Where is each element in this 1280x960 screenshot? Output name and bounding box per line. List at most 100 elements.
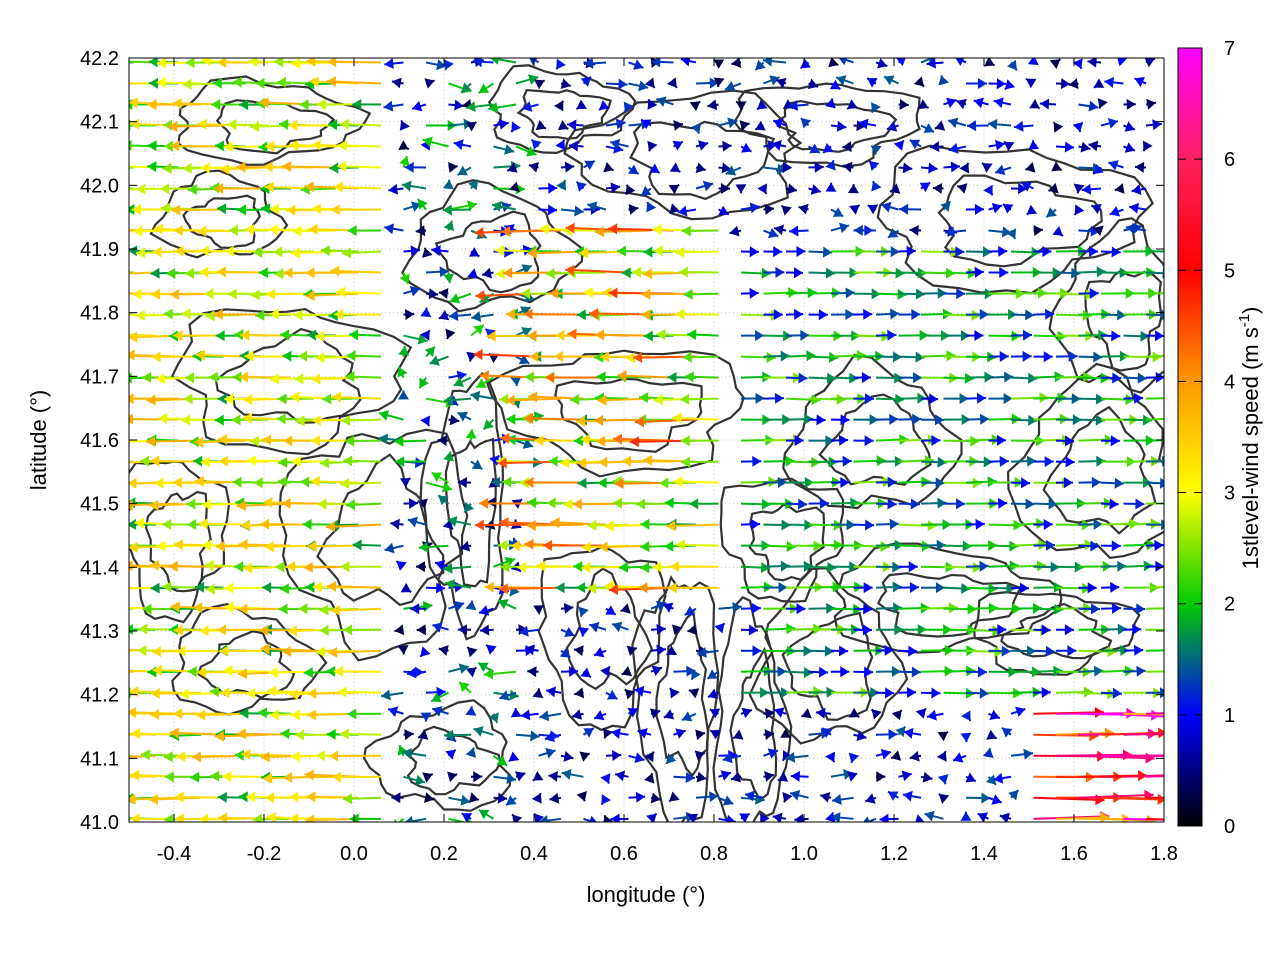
- contour-line: [1000, 602, 1113, 660]
- wind-arrow: [763, 203, 775, 215]
- wind-arrow: [1078, 287, 1099, 299]
- wind-arrow: [193, 602, 247, 614]
- contour-line: [631, 575, 720, 822]
- wind-arrow: [1145, 371, 1164, 383]
- wind-arrow: [789, 789, 809, 801]
- wind-arrow: [538, 747, 556, 759]
- wind-arrow: [936, 750, 947, 762]
- wind-arrow: [193, 436, 247, 448]
- wind-arrow: [798, 203, 809, 215]
- wind-arrow: [763, 666, 787, 678]
- wind-arrow: [689, 498, 719, 510]
- wind-arrow: [920, 414, 945, 426]
- wind-arrow: [346, 350, 382, 362]
- wind-arrow: [395, 456, 427, 468]
- wind-arrow: [1010, 183, 1028, 195]
- wind-arrow: [625, 184, 636, 196]
- wind-arrow: [695, 729, 706, 741]
- wind-arrow: [129, 775, 134, 778]
- wind-arrow: [1039, 98, 1057, 110]
- wind-arrow: [673, 772, 696, 783]
- wind-arrow: [1055, 686, 1093, 698]
- y-tick-label: 41.6: [80, 430, 119, 452]
- wind-arrow: [628, 203, 639, 215]
- wind-arrow: [623, 101, 634, 113]
- wind-arrow: [1123, 603, 1146, 615]
- wind-arrow: [898, 770, 912, 782]
- wind-arrow: [1123, 372, 1147, 384]
- wind-arrow: [510, 707, 522, 718]
- wind-arrow: [634, 685, 652, 697]
- wind-arrow: [739, 812, 751, 822]
- contour-line: [149, 169, 289, 259]
- wind-arrow: [185, 58, 224, 69]
- wind-arrow: [1145, 628, 1164, 631]
- wind-arrow: [378, 410, 404, 421]
- wind-arrow: [926, 709, 944, 721]
- x-axis-title: longitude (°): [587, 882, 706, 907]
- wind-arrow: [387, 706, 404, 717]
- wind-arrow: [1100, 309, 1127, 321]
- wind-arrow: [788, 100, 809, 112]
- wind-arrow: [1078, 646, 1117, 658]
- wind-arrow: [471, 311, 494, 323]
- wind-arrow: [582, 160, 596, 171]
- wind-arrow: [448, 200, 478, 212]
- wind-arrow: [328, 646, 382, 658]
- wind-arrow: [129, 397, 134, 400]
- wind-arrow: [666, 520, 719, 532]
- contour-line: [876, 144, 1154, 295]
- wind-arrow: [895, 725, 907, 737]
- wind-arrow: [718, 205, 730, 216]
- wind-arrow: [332, 771, 382, 783]
- wind-arrow: [1010, 645, 1037, 657]
- wind-arrow: [1100, 394, 1135, 406]
- wind-arrow: [722, 752, 742, 764]
- contour-line: [629, 120, 776, 201]
- wind-arrow: [522, 101, 539, 112]
- wind-arrow: [443, 272, 455, 284]
- wind-arrow: [647, 140, 658, 152]
- wind-arrow: [669, 162, 681, 173]
- wind-arrow: [1008, 789, 1020, 801]
- wind-arrow: [639, 392, 674, 404]
- wind-arrow: [1145, 817, 1164, 821]
- wind-arrow: [150, 687, 202, 699]
- wind-arrow: [549, 792, 562, 804]
- wind-arrow: [470, 771, 483, 783]
- wind-arrow: [740, 202, 760, 214]
- wind-arrow: [399, 119, 410, 131]
- wind-arrow: [1100, 372, 1122, 384]
- wind-arrow: [763, 392, 785, 404]
- wind-arrow: [782, 161, 793, 174]
- wind-arrow: [687, 813, 699, 822]
- wind-arrow: [1100, 687, 1122, 699]
- wind-arrow: [893, 139, 905, 151]
- wind-arrow: [830, 476, 850, 488]
- wind-arrow: [419, 646, 431, 658]
- wind-arrow: [695, 180, 714, 192]
- wind-arrow: [956, 98, 967, 110]
- wind-arrow: [567, 119, 584, 131]
- wind-arrow: [886, 121, 899, 132]
- wind-arrow: [473, 349, 539, 361]
- x-tick-label: 1.4: [970, 843, 998, 865]
- wind-arrow: [457, 165, 472, 176]
- wind-arrow: [994, 164, 1012, 176]
- wind-arrow: [842, 141, 854, 153]
- wind-arrow: [417, 198, 428, 211]
- wind-arrow: [468, 247, 480, 258]
- wind-arrow: [1078, 518, 1103, 530]
- wind-arrow: [780, 728, 792, 739]
- wind-arrow: [959, 162, 970, 174]
- wind-arrow: [899, 203, 922, 215]
- wind-arrow: [327, 580, 382, 592]
- wind-arrow: [196, 709, 247, 721]
- wind-arrow: [173, 329, 224, 341]
- wind-arrow: [665, 753, 677, 765]
- wind-arrow: [465, 121, 477, 132]
- wind-arrow: [1129, 202, 1147, 214]
- wind-arrow: [740, 142, 753, 153]
- wind-arrow: [898, 308, 921, 320]
